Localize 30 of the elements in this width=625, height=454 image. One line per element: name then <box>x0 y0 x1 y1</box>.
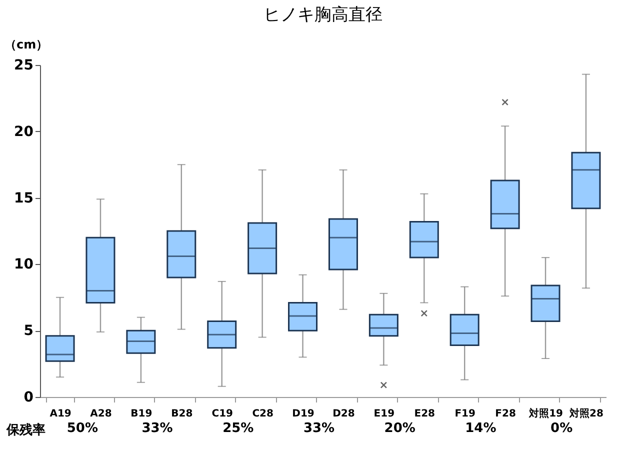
text: 14% <box>465 421 496 436</box>
x-tick-label: E19 <box>374 408 395 420</box>
y-tick-label: 15 <box>14 190 34 206</box>
x-tick-label: D28 <box>332 408 355 420</box>
text: 20% <box>384 421 416 436</box>
y-tick-label: 25 <box>14 58 34 74</box>
x-tick-label: C19 <box>212 408 234 420</box>
x-tick-label: D19 <box>292 408 314 420</box>
chart-title: ヒノキ胸高直径 <box>264 5 382 25</box>
y-tick-label: 0 <box>24 390 34 406</box>
x-tick-label: C28 <box>252 408 274 420</box>
text: 25% <box>222 421 254 436</box>
text: 0% <box>550 421 573 436</box>
x-tick-label: F28 <box>495 408 516 420</box>
text: 33% <box>142 421 173 436</box>
y-tick-label: 5 <box>24 323 34 340</box>
text: 保残率 <box>6 422 46 439</box>
y-tick-label: 10 <box>14 256 34 273</box>
x-tick-label: B28 <box>171 408 193 420</box>
text: 33% <box>303 421 335 436</box>
x-tick-label: A19 <box>50 408 72 420</box>
x-tick-label: 対照28 <box>568 408 604 420</box>
x-tick-label: 対照19 <box>528 408 564 420</box>
x-tick-label: F19 <box>454 408 476 420</box>
y-axis-title: （cm） <box>4 38 48 52</box>
x-tick-label: B19 <box>130 408 152 420</box>
x-tick-label: A28 <box>90 408 112 420</box>
x-tick-label: E28 <box>414 408 436 420</box>
y-tick-label: 20 <box>14 124 34 140</box>
text: 50% <box>66 421 98 436</box>
